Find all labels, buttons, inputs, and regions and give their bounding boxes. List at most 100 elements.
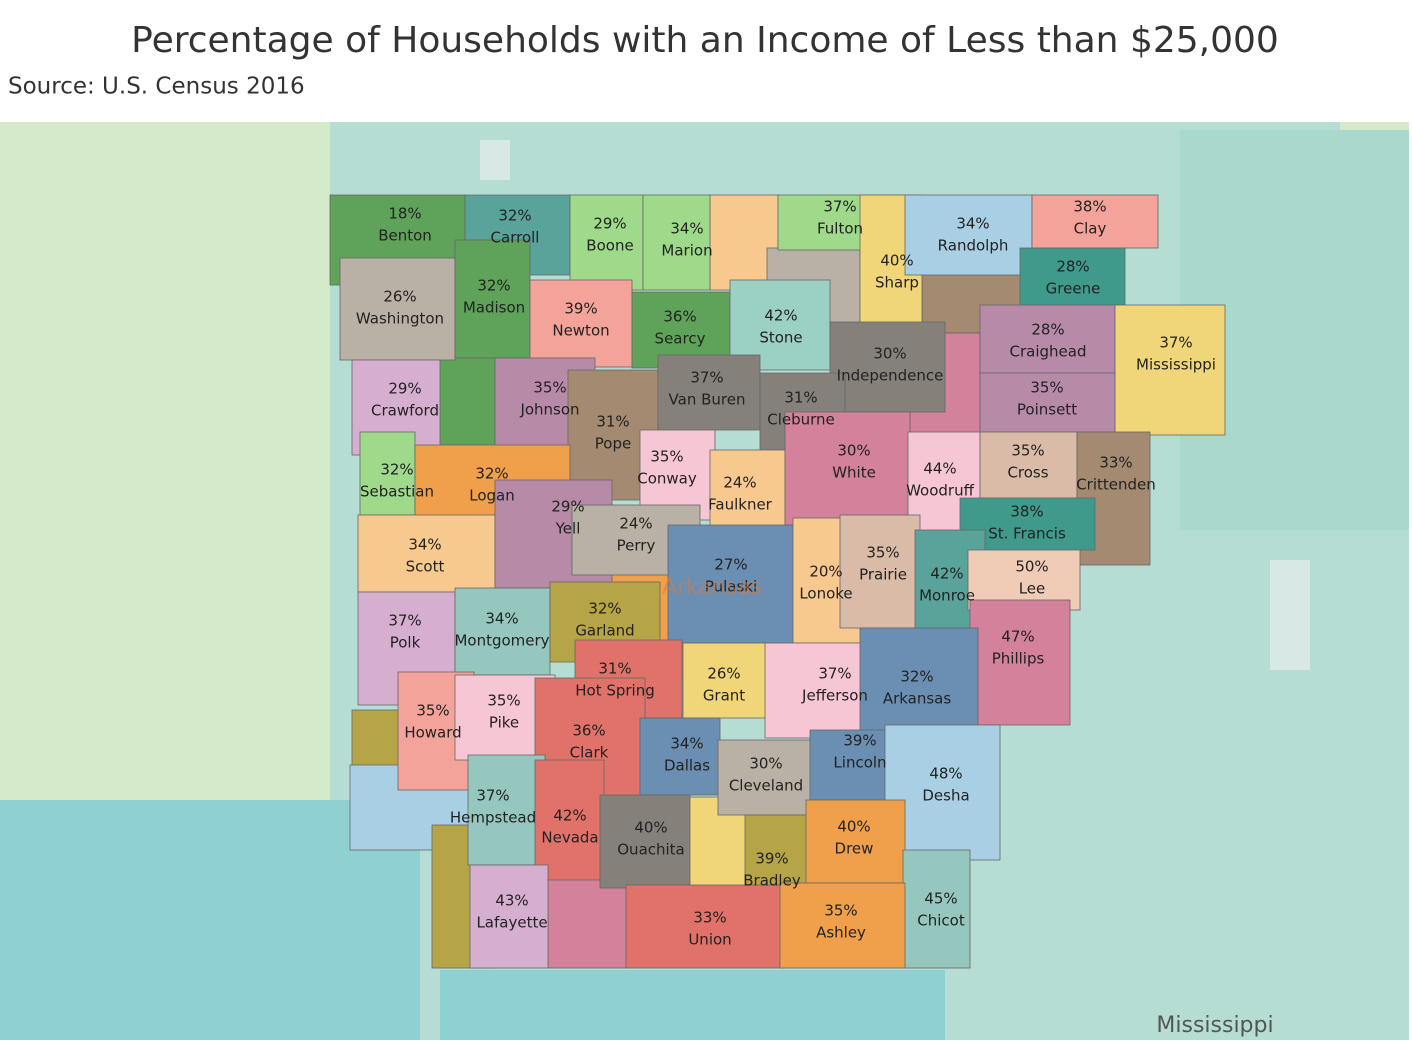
county-value-label: 32% <box>588 600 621 618</box>
county <box>805 799 906 884</box>
county-value-label: 32% <box>475 465 508 483</box>
county-name: Independence <box>837 367 944 385</box>
county-name: Johnson <box>519 401 579 419</box>
county-name: Faulkner <box>708 496 773 514</box>
county-name: Crittenden <box>1076 476 1156 494</box>
county-value-label: 40% <box>634 819 667 837</box>
county <box>904 194 1033 276</box>
county <box>667 524 799 644</box>
county <box>339 257 456 361</box>
county-name: Union <box>688 931 731 949</box>
county-name: Yell <box>555 520 581 538</box>
county-name: Fulton <box>817 220 863 238</box>
county-name: Lincoln <box>833 754 886 772</box>
county-value-label: 29% <box>388 380 421 398</box>
county-value-label: 35% <box>533 379 566 397</box>
county-value-label: 35% <box>1030 379 1063 397</box>
county <box>682 642 768 719</box>
county-name: Searcy <box>655 330 706 348</box>
county <box>454 587 551 676</box>
county-value-label: 30% <box>873 345 906 363</box>
county-name: Crawford <box>371 402 439 420</box>
county-value-label: 31% <box>598 660 631 678</box>
county-value-label: 37% <box>690 369 723 387</box>
county-name: Bradley <box>743 872 801 890</box>
county-value-label: 34% <box>670 220 703 238</box>
county-name: Washington <box>356 310 444 328</box>
county <box>969 599 1071 726</box>
title: Percentage of Households with an Income … <box>131 20 1279 61</box>
county-value-label: 42% <box>764 307 797 325</box>
county <box>642 194 711 291</box>
county-value-label: 34% <box>485 610 518 628</box>
county-value-label: 42% <box>553 807 586 825</box>
county-value-label: 35% <box>824 902 857 920</box>
county-name: Garland <box>575 622 634 640</box>
county-value-label: 37% <box>1159 334 1192 352</box>
county-name: Ashley <box>816 924 866 942</box>
county-value-label: 29% <box>593 215 626 233</box>
county-value-label: 27% <box>714 556 747 574</box>
county-name: Perry <box>617 537 656 555</box>
county-value-label: 40% <box>837 818 870 836</box>
county-value-label: 31% <box>596 413 629 431</box>
county-value-label: 20% <box>809 563 842 581</box>
county-value-label: 34% <box>956 215 989 233</box>
county-name: Stone <box>759 329 802 347</box>
county-name: Newton <box>552 322 609 340</box>
county-value-label: 31% <box>784 389 817 407</box>
county-value-label: 32% <box>900 668 933 686</box>
county-name: Benton <box>378 227 432 245</box>
county <box>979 431 1078 499</box>
counties: 18% Benton 32% Carroll 29% Boone 34% Marion 37% F… <box>329 194 1226 969</box>
county-name: Chicot <box>917 912 965 930</box>
urban <box>1270 560 1310 670</box>
county-value-label: 33% <box>1099 454 1132 472</box>
county-name: Logan <box>469 487 515 505</box>
county <box>1031 194 1159 249</box>
county <box>657 354 761 431</box>
county-value-label: 43% <box>495 892 528 910</box>
county-value-label: 24% <box>619 515 652 533</box>
county-name: Madison <box>463 299 525 317</box>
county-value-label: 18% <box>388 205 421 223</box>
county <box>979 372 1116 433</box>
county-value-label: 40% <box>880 252 913 270</box>
county-value-label: 35% <box>650 448 683 466</box>
county-name: White <box>832 464 876 482</box>
county-value-label: 37% <box>818 665 851 683</box>
county <box>1019 247 1126 306</box>
county <box>467 754 546 866</box>
neighbor-label: Mississippi <box>1156 1013 1273 1038</box>
county-name: Montgomery <box>454 632 549 650</box>
county-value-label: 35% <box>866 544 899 562</box>
county-value-label: 26% <box>383 288 416 306</box>
county <box>454 239 531 359</box>
county-name: Boone <box>586 237 633 255</box>
louisiana <box>440 970 945 1040</box>
county-name: Greene <box>1046 280 1101 298</box>
county-name: Dallas <box>664 757 710 775</box>
county-name: Poinsett <box>1017 401 1077 419</box>
county-name: Mississippi <box>1136 356 1216 374</box>
county-value-label: 39% <box>843 732 876 750</box>
county-name: Pulaski <box>705 578 757 596</box>
county-name: Pope <box>595 435 631 453</box>
county <box>829 321 946 413</box>
county-name: Clay <box>1074 220 1107 238</box>
oklahoma <box>0 122 330 812</box>
county <box>717 739 814 816</box>
urban <box>480 140 510 180</box>
county-value-label: 30% <box>837 442 870 460</box>
county-value-label: 48% <box>929 765 962 783</box>
county-name: Cleburne <box>767 411 835 429</box>
county-value-label: 35% <box>416 702 449 720</box>
county-name: Lee <box>1019 580 1046 598</box>
county-name: Arkansas <box>883 690 952 708</box>
county-value-label: 37% <box>476 787 509 805</box>
county-name: Pike <box>489 714 519 732</box>
county-value-label: 35% <box>487 692 520 710</box>
county-value-label: 35% <box>1011 442 1044 460</box>
county-value-label: 39% <box>755 850 788 868</box>
